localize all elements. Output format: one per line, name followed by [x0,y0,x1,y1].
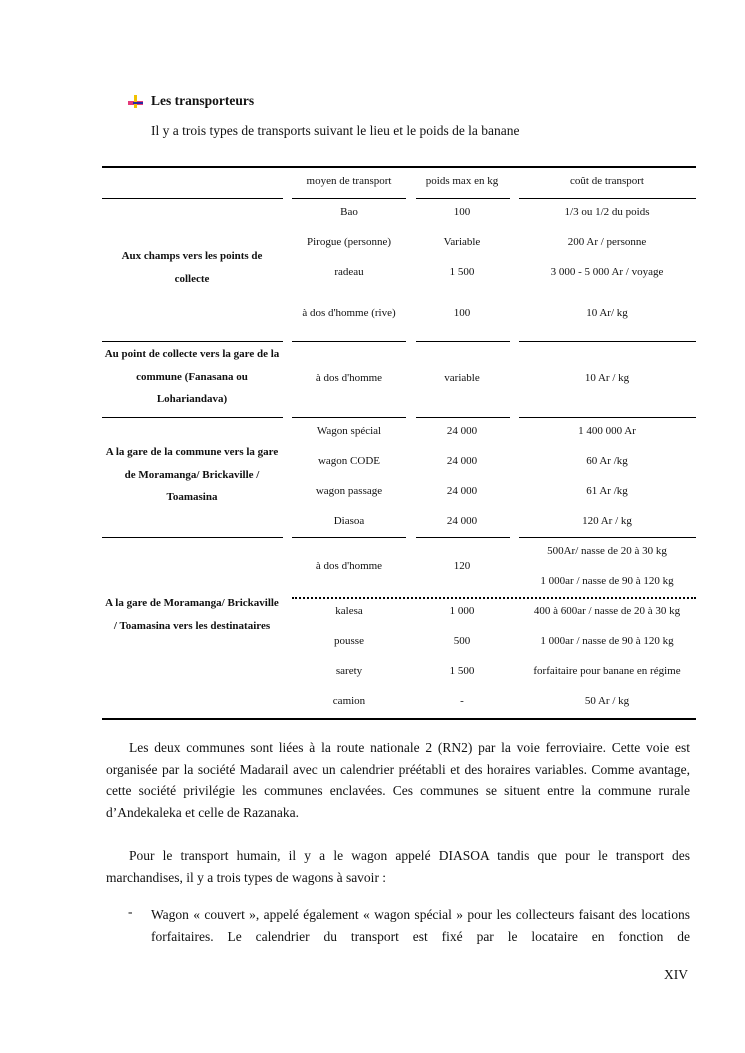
table-cell: Bao [340,206,358,218]
table-rule [416,341,510,342]
table-cell: 500 [453,635,471,647]
table-cell: forfaitaire pour banane en régime [533,665,681,677]
table-cell: pousse [334,635,364,647]
table-cell: 24 000 [446,455,478,467]
table-cell: 1 500 [449,665,475,677]
table-rule [292,417,406,418]
table-rule [519,417,696,418]
paragraph: Pour le transport humain, il y a le wago… [106,848,690,885]
table-rule [292,198,406,199]
table-cell: 24 000 [446,485,478,497]
table-rule [102,718,696,720]
table-rule [416,417,510,418]
table-cell: Variable [443,236,481,248]
table-cell: 50 Ar / kg [584,695,630,707]
table-cell: à dos d'homme [315,372,383,384]
table-cell: 24 000 [446,425,478,437]
table-rule [102,198,283,199]
table-cell: 100 [453,206,471,218]
table-rule [519,198,696,199]
table-cell: - [460,695,464,707]
row-group-label: Aux champs vers les points de collecte [121,250,263,285]
table-cell: Pirogue (personne) [306,236,392,248]
row-group-label: A la gare de la commune vers la gare de … [105,446,279,503]
table-cell: 24 000 [446,515,478,527]
arrow-cross-bullet-icon [128,95,143,108]
row-group-label: A la gare de Moramanga/ Brickaville / To… [105,597,279,632]
table-cell: 1 000ar / nasse de 90 à 120 kg [540,575,674,587]
table-cell: Diasoa [333,515,365,527]
table-cell: kalesa [335,605,363,617]
table-cell: à dos d'homme [315,560,383,572]
row-group-label: Au point de collecte vers la gare de la … [104,348,280,405]
table-cell: 500Ar/ nasse de 20 à 30 kg [547,545,667,557]
table-cell: 200 Ar / personne [567,236,647,248]
table-cell: 400 à 600ar / nasse de 20 à 30 kg [533,605,681,617]
table-cell: variable [444,372,480,384]
table-cell: 1 000ar / nasse de 90 à 120 kg [540,635,674,647]
table-cell: wagon passage [315,485,383,497]
section-title: Les transporteurs [151,93,255,108]
table-rule [519,537,696,538]
table-cell: Wagon spécial [316,425,382,437]
table-cell: 10 Ar / kg [584,372,630,384]
section-intro: Il y a trois types de transports suivant… [151,123,520,138]
table-rule [102,166,696,168]
table-cell: 120 [453,560,471,572]
table-rule [519,341,696,342]
table-cell: à dos d'homme (rive) [302,307,396,319]
table-cell: 100 [453,307,471,319]
table-cell: 1 000 [449,605,475,617]
column-header: poids max en kg [425,175,499,187]
list-item: Wagon « couvert », appelé également « wa… [151,907,690,944]
table-cell: wagon CODE [317,455,381,467]
table-cell: 3 000 - 5 000 Ar / voyage [550,266,664,278]
table-dotted-divider [292,597,696,599]
table-cell: 10 Ar/ kg [586,307,628,319]
table-rule [292,537,406,538]
table-cell: 1 500 [449,266,475,278]
column-header: moyen de transport [306,175,392,187]
table-rule [292,341,406,342]
table-rule [416,198,510,199]
list-marker: - [128,904,133,919]
table-rule [102,341,283,342]
table-cell: 1/3 ou 1/2 du poids [564,206,650,218]
table-cell: radeau [334,266,364,278]
table-cell: 120 Ar / kg [582,515,632,527]
table-rule [102,417,283,418]
table-rule [102,537,283,538]
page-number: XIV [664,967,688,982]
table-cell: 1 400 000 Ar [578,425,636,437]
column-header: coût de transport [570,175,644,187]
table-cell: 60 Ar /kg [586,455,628,467]
table-cell: 61 Ar /kg [586,485,628,497]
table-cell: camion [332,695,366,707]
table-rule [416,537,510,538]
table-cell: sarety [335,665,363,677]
paragraph: Les deux communes sont liées à la route … [106,740,690,820]
